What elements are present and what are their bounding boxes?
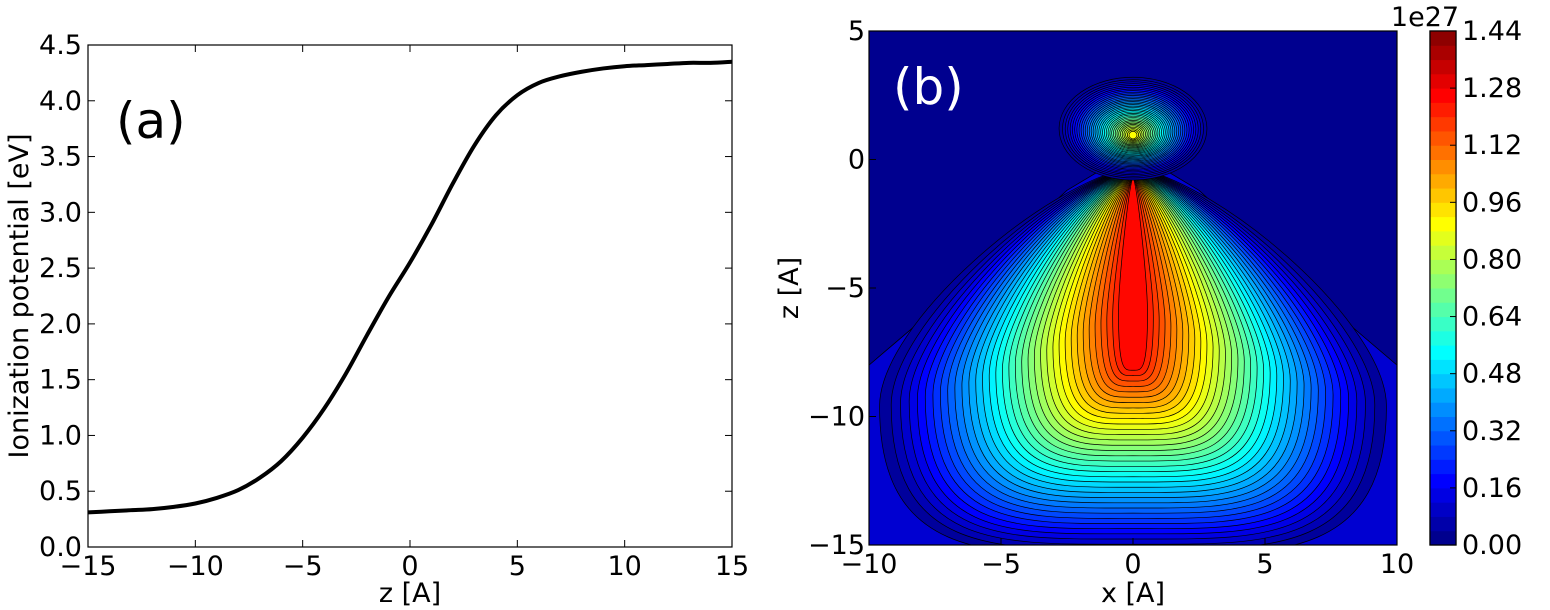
chart-a: −15 −10 −5 0 5 10 15 0.0 0.5 1.0 1.5 2.0 2.5 3.0 3.5 4.… xyxy=(4,30,749,609)
chart-a-x-tick-label: 15 xyxy=(715,551,749,582)
chart-b-x-tick-label: 10 xyxy=(1380,549,1414,580)
colorbar-band xyxy=(1430,173,1456,189)
chart-a-x-tick-label: 10 xyxy=(607,551,641,582)
chart-a-y-tick-label: 3.5 xyxy=(39,142,82,173)
chart-a-y-tick-label: 4.0 xyxy=(39,86,82,117)
chart-a-y-tick-label: 1.0 xyxy=(39,420,82,451)
colorbar-tick-label: 1.28 xyxy=(1462,73,1522,104)
colorbar-band xyxy=(1430,459,1456,475)
chart-b-y-tick-label: −5 xyxy=(825,273,865,304)
chart-b-y-tick-label: 5 xyxy=(848,16,865,47)
chart-a-y-tick-label: 4.5 xyxy=(39,30,82,61)
chart-b-y-tick-label: −15 xyxy=(808,530,865,561)
chart-a-y-tick-label: 3.0 xyxy=(39,197,82,228)
colorbar-tick-label: 0.48 xyxy=(1462,359,1522,390)
chart-b-x-tick-label: −5 xyxy=(981,549,1021,580)
colorbar-multiplier: 1e27 xyxy=(1391,2,1459,33)
chart-a-x-tick-label: −5 xyxy=(283,551,323,582)
chart-a-y-tick-label: 2.5 xyxy=(39,253,82,284)
chart-a-x-tick-label: 0 xyxy=(401,551,418,582)
colorbar-band xyxy=(1430,516,1456,532)
colorbar-band xyxy=(1430,373,1456,389)
chart-b-y-tick-label: −10 xyxy=(808,402,865,433)
chart-b-x-axis-label: x [A] xyxy=(1101,578,1165,609)
chart-b-x-tick-label: 0 xyxy=(1124,549,1141,580)
colorbar-band xyxy=(1430,416,1456,432)
colorbar-tick-label: 0.16 xyxy=(1462,473,1522,504)
colorbar-band xyxy=(1430,288,1456,303)
colorbar-band xyxy=(1430,145,1456,160)
colorbar-band xyxy=(1430,430,1456,446)
chart-b-contour-band xyxy=(1128,130,1138,140)
chart-b-contour-band xyxy=(1118,175,1148,371)
chart-b: −10 −5 0 5 10−15−10−505 (b) x [A] z [A] 0.00… xyxy=(774,2,1522,609)
colorbar-tick-label: 0.00 xyxy=(1462,530,1522,561)
colorbar-tick-label: 0.64 xyxy=(1462,302,1522,333)
colorbar-tick-label: 1.12 xyxy=(1462,130,1522,161)
colorbar-band xyxy=(1430,473,1456,489)
colorbar-band xyxy=(1430,502,1456,517)
chart-b-ticks: −10 −5 0 5 10−15−10−505 xyxy=(808,16,1414,580)
colorbar-band xyxy=(1430,273,1456,289)
chart-b-panel-label: (b) xyxy=(893,58,964,116)
colorbar-band xyxy=(1430,316,1456,332)
chart-a-x-tick-label: −10 xyxy=(167,551,224,582)
chart-a-y-tick-label: 2.0 xyxy=(39,309,82,340)
colorbar-band xyxy=(1430,216,1456,232)
colorbar-band xyxy=(1430,188,1456,203)
colorbar-band xyxy=(1430,530,1456,546)
colorbar-band xyxy=(1430,345,1456,360)
colorbar-band xyxy=(1430,116,1456,132)
chart-b-contour-field xyxy=(869,76,1397,545)
colorbar-tick-label: 0.32 xyxy=(1462,416,1522,447)
colorbar-band xyxy=(1430,359,1456,375)
chart-b-y-tick-label: 0 xyxy=(848,145,865,176)
chart-a-x-tick-label: −15 xyxy=(60,551,117,582)
chart-a-ticks: −15 −10 −5 0 5 10 15 0.0 0.5 1.0 1.5 2.0 2.5 3.0 3.5 4.… xyxy=(39,30,749,582)
colorbar-band xyxy=(1430,59,1456,75)
colorbar-band xyxy=(1430,387,1456,403)
colorbar-band xyxy=(1430,259,1456,275)
colorbar-band xyxy=(1430,245,1456,260)
chart-a-y-tick-label: 1.5 xyxy=(39,365,82,396)
chart-a-plot-area xyxy=(87,44,733,548)
colorbar-band xyxy=(1430,487,1456,503)
colorbar-tick-label: 0.96 xyxy=(1462,187,1522,218)
chart-a-y-tick-label: 0.0 xyxy=(39,532,82,563)
colorbar-band xyxy=(1430,45,1456,61)
colorbar: 0.00 0.16 0.32 0.48 0.64 0.80 0.96 1.12 1.28 1.44… xyxy=(1391,2,1522,561)
colorbar-band xyxy=(1430,102,1456,118)
chart-b-x-tick-label: −10 xyxy=(841,549,898,580)
chart-a-x-tick-label: 5 xyxy=(509,551,526,582)
colorbar-band xyxy=(1430,202,1456,218)
colorbar-band xyxy=(1430,159,1456,175)
chart-a-series xyxy=(87,59,733,515)
colorbar-frame xyxy=(1429,30,1457,546)
colorbar-band xyxy=(1430,302,1456,318)
colorbar-band xyxy=(1430,402,1456,417)
colorbar-band xyxy=(1430,88,1456,103)
chart-a-y-axis-label: Ionization potential [eV] xyxy=(4,134,35,459)
colorbar-band xyxy=(1430,73,1456,89)
chart-a-series-line-0 xyxy=(87,59,733,515)
chart-b-y-axis-label: z [A] xyxy=(774,257,805,319)
colorbar-band xyxy=(1430,130,1456,146)
colorbar-tick-label: 0.80 xyxy=(1462,244,1522,275)
chart-a-x-axis-label: z [A] xyxy=(379,578,441,609)
chart-a-panel-label: (a) xyxy=(116,92,186,150)
chart-a-y-tick-label: 0.5 xyxy=(39,476,82,507)
colorbar-ticks: 0.00 0.16 0.32 0.48 0.64 0.80 0.96 1.12 1.28 1.44 xyxy=(1429,16,1522,561)
colorbar-band xyxy=(1430,230,1456,246)
colorbar-band xyxy=(1430,31,1456,46)
colorbar-band xyxy=(1430,445,1456,460)
chart-b-x-tick-label: 5 xyxy=(1256,549,1273,580)
colorbar-tick-label: 1.44 xyxy=(1462,16,1522,47)
colorbar-band xyxy=(1430,330,1456,346)
